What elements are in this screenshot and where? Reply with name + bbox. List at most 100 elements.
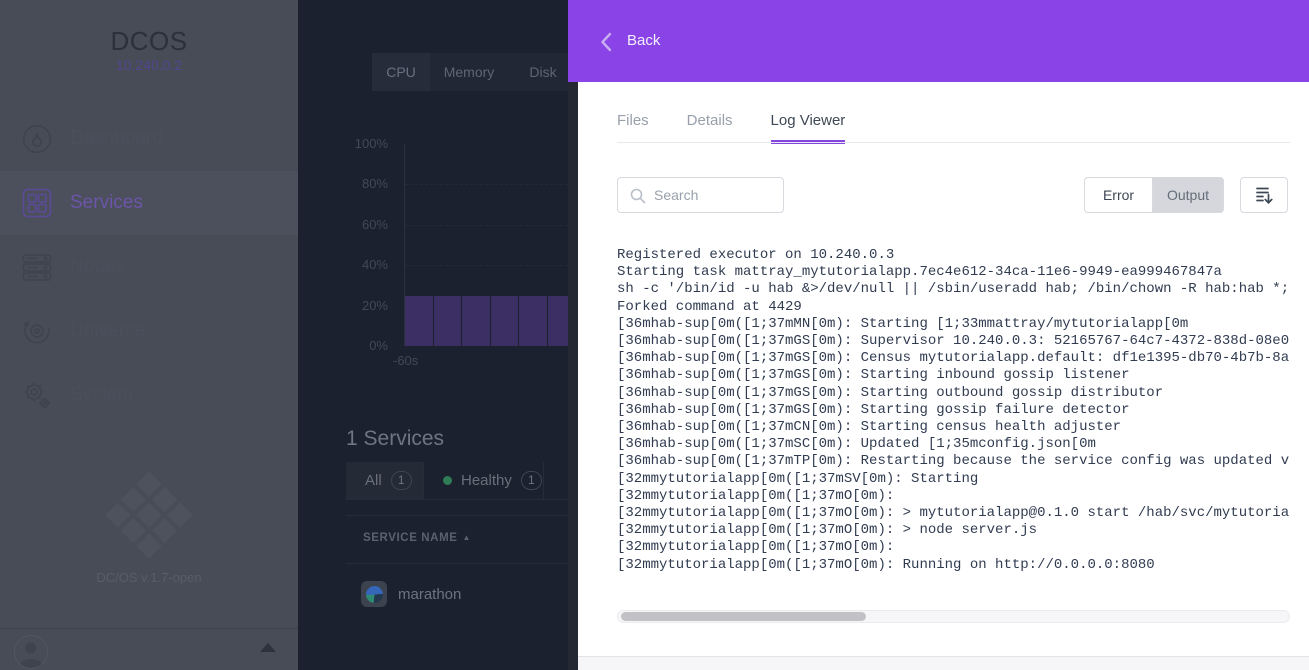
sidebar-item-label: System — [70, 384, 133, 406]
download-log-button[interactable] — [1240, 177, 1288, 213]
sidebar-item-services[interactable]: Services — [0, 171, 298, 235]
dcos-diamond-logo — [105, 471, 193, 559]
panel-footer — [578, 656, 1309, 670]
back-button[interactable]: Back — [568, 0, 1309, 82]
sidebar: DCOS 10.240.0.2 Dashboard Services Nodes — [0, 0, 298, 670]
tab-cpu[interactable]: CPU — [372, 53, 430, 91]
log-line: Forked command at 4429 — [617, 299, 1290, 316]
divider — [346, 499, 568, 500]
log-search — [617, 177, 784, 213]
tab-log-viewer[interactable]: Log Viewer — [771, 112, 846, 142]
filter-healthy-count-badge: 1 — [521, 471, 542, 490]
sidebar-item-label: Dashboard — [70, 128, 163, 150]
filter-healthy-label: Healthy — [461, 472, 512, 489]
y-tick-label: 20% — [328, 298, 388, 338]
log-line: [36mhab-sup[0m([1;37mTP[0m): Restarting … — [617, 453, 1290, 470]
service-row-marathon[interactable]: marathon — [398, 586, 461, 603]
filter-all-label: All — [365, 472, 382, 489]
chart-bar — [491, 296, 519, 347]
sidebar-item-universe[interactable]: Universe — [0, 299, 298, 363]
log-line: [32mmytutorialapp[0m([1;37mO[0m): — [617, 488, 1290, 505]
search-icon — [630, 188, 646, 204]
log-line: Starting task mattray_mytutorialapp.7ec4… — [617, 264, 1290, 281]
chart-bar — [462, 296, 490, 347]
divider — [617, 142, 1290, 143]
version-label: DC/OS v.1.7-open — [0, 570, 298, 585]
chart-bar — [548, 296, 568, 347]
marathon-logo-icon — [366, 586, 383, 603]
log-line: [32mmytutorialapp[0m([1;37mO[0m): — [617, 539, 1290, 556]
filter-tab-all[interactable]: All 1 — [346, 462, 424, 499]
task-detail-panel: Back Files Details Log Viewer Error Outp… — [568, 0, 1309, 670]
sidebar-item-system[interactable]: System — [0, 363, 298, 427]
panel-tabs: Files Details Log Viewer — [617, 112, 845, 142]
back-chevron-icon — [600, 32, 612, 57]
healthy-dot-icon — [443, 476, 452, 485]
filter-all-count-badge: 1 — [391, 471, 412, 490]
universe-icon — [22, 316, 52, 346]
sidebar-item-nodes[interactable]: Nodes — [0, 235, 298, 299]
chart-bar — [434, 296, 462, 347]
y-tick-label: 100% — [328, 136, 388, 176]
chart-bar — [519, 296, 547, 347]
y-tick-label: 80% — [328, 176, 388, 216]
app-title: DCOS — [0, 26, 298, 57]
log-line: [36mhab-sup[0m([1;37mCN[0m): Starting ce… — [617, 419, 1290, 436]
tab-disk[interactable]: Disk — [508, 53, 568, 91]
y-tick-label: 0% — [328, 338, 388, 378]
table-header-label: SERVICE NAME — [363, 532, 458, 544]
output-button[interactable]: Output — [1152, 177, 1224, 213]
log-line: [36mhab-sup[0m([1;37mGS[0m): Starting in… — [617, 367, 1290, 384]
log-line: [36mhab-sup[0m([1;37mMN[0m): Starting [1… — [617, 316, 1290, 333]
tab-files[interactable]: Files — [617, 112, 649, 142]
system-icon — [22, 380, 52, 410]
scrollbar-thumb[interactable] — [621, 612, 866, 621]
log-line: sh -c '/bin/id -u hab &>/dev/null || /sb… — [617, 281, 1290, 298]
sidebar-nav: Dashboard Services Nodes Universe — [0, 107, 298, 427]
dashboard-icon — [22, 124, 52, 154]
x-tick-label: -60s — [393, 353, 418, 368]
sort-asc-icon: ▲ — [463, 533, 472, 542]
nodes-icon — [22, 252, 52, 282]
services-icon — [22, 188, 52, 218]
screen: DCOS 10.240.0.2 Dashboard Services Nodes — [0, 0, 1309, 670]
y-tick-label: 60% — [328, 217, 388, 257]
log-line: [32mmytutorialapp[0m([1;37mO[0m): > node… — [617, 522, 1290, 539]
error-button[interactable]: Error — [1084, 177, 1152, 213]
log-line: [36mhab-sup[0m([1;37mSC[0m): Updated [1;… — [617, 436, 1290, 453]
sidebar-item-dashboard[interactable]: Dashboard — [0, 107, 298, 171]
download-log-icon — [1253, 184, 1275, 206]
filter-tab-healthy[interactable]: Healthy 1 — [424, 462, 544, 499]
dimmed-main-content: CPU Memory Disk 100%80%60%40%20%0% -60s … — [298, 0, 568, 670]
sidebar-item-label: Universe — [70, 320, 145, 342]
caret-up-icon[interactable] — [260, 643, 276, 652]
cpu-chart-bars — [405, 144, 568, 346]
divider — [346, 515, 568, 516]
divider — [346, 563, 568, 564]
log-output[interactable]: Registered executor on 10.240.0.3Startin… — [617, 247, 1290, 574]
resource-tabs: CPU Memory Disk — [372, 53, 568, 91]
log-line: [32mmytutorialapp[0m([1;37mSV[0m): Start… — [617, 471, 1290, 488]
log-line: [36mhab-sup[0m([1;37mGS[0m): Starting go… — [617, 402, 1290, 419]
log-line: [36mhab-sup[0m([1;37mGS[0m): Supervisor … — [617, 333, 1290, 350]
log-line: [36mhab-sup[0m([1;37mGS[0m): Starting ou… — [617, 385, 1290, 402]
search-input[interactable] — [654, 178, 779, 212]
tab-details[interactable]: Details — [687, 112, 733, 142]
overlay-strip — [568, 82, 578, 670]
log-line: [36mhab-sup[0m([1;37mGS[0m): Census mytu… — [617, 350, 1290, 367]
cluster-ip[interactable]: 10.240.0.2 — [0, 57, 298, 73]
horizontal-scrollbar[interactable] — [617, 610, 1290, 623]
back-label: Back — [627, 32, 660, 49]
sidebar-item-label: Nodes — [70, 256, 125, 278]
user-bar[interactable] — [0, 628, 298, 670]
chart-y-axis: 100%80%60%40%20%0% — [328, 136, 388, 378]
table-header-service-name[interactable]: SERVICE NAME ▲ — [363, 532, 471, 544]
services-heading: 1 Services — [346, 427, 444, 451]
avatar[interactable] — [14, 635, 48, 669]
chart-bar — [405, 296, 433, 347]
sidebar-item-label: Services — [70, 192, 143, 214]
stream-toggle: Error Output — [1084, 177, 1224, 213]
marathon-service-icon — [361, 581, 387, 607]
log-line: [32mmytutorialapp[0m([1;37mO[0m): > mytu… — [617, 505, 1290, 522]
tab-memory[interactable]: Memory — [430, 53, 508, 91]
